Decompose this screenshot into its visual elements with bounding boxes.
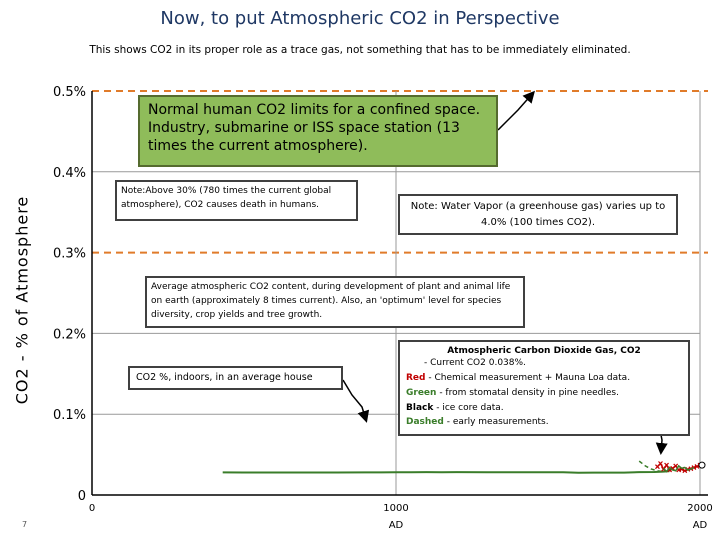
legend-text-black: - ice core data. bbox=[433, 402, 504, 413]
x-tick-label: 0 bbox=[89, 503, 95, 514]
y-tick-label: 0 bbox=[78, 489, 86, 504]
confined-space-limit-box: Normal human CO2 limits for a confined s… bbox=[138, 95, 498, 167]
legend-entry-red: Red - Chemical measurement + Mauna Loa d… bbox=[406, 371, 682, 386]
legend-label-black: Black bbox=[406, 402, 434, 413]
series-line-black bbox=[222, 470, 670, 474]
page-subtitle: This shows CO2 in its proper role as a t… bbox=[89, 44, 631, 56]
legend-text-red: - Chemical measurement + Mauna Loa data. bbox=[425, 372, 631, 383]
legend-label-dashed: Dashed bbox=[406, 417, 444, 428]
legend-label-green: Green bbox=[406, 387, 437, 398]
x-tick-sublabel: AD bbox=[389, 520, 404, 531]
y-tick-label: 0.3% bbox=[53, 247, 86, 262]
series-line-green bbox=[662, 464, 695, 473]
legend-label-red: Red bbox=[406, 372, 426, 383]
legend-entry-black: Black - ice core data. bbox=[406, 401, 682, 416]
note-indoors-co2: CO2 %, indoors, in an average house bbox=[128, 366, 343, 390]
data-point-red bbox=[658, 461, 663, 466]
note-water-vapor: Note: Water Vapor (a greenhouse gas) var… bbox=[398, 194, 678, 235]
chart-legend: Atmospheric Carbon Dioxide Gas, CO2 - Cu… bbox=[398, 340, 690, 436]
y-tick-label: 0.4% bbox=[53, 166, 86, 181]
x-tick-label: 2000 bbox=[687, 503, 712, 514]
y-tick-label: 0.5% bbox=[53, 85, 86, 100]
x-tick-sublabel: AD bbox=[693, 520, 708, 531]
data-point-red bbox=[664, 462, 669, 468]
x-tick-label: 1000 bbox=[383, 503, 408, 514]
current-co2-marker bbox=[698, 461, 706, 469]
note-death-threshold: Note:Above 30% (780 times the current gl… bbox=[115, 180, 358, 221]
y-tick-label: 0.1% bbox=[53, 408, 86, 423]
data-point-red bbox=[694, 463, 700, 469]
note-average-co2: Average atmospheric CO2 content, during … bbox=[145, 276, 525, 328]
arrow-indoors bbox=[342, 379, 370, 423]
legend-current: - Current CO2 0.038%. bbox=[424, 358, 526, 368]
y-tick-label: 0.2% bbox=[53, 327, 86, 342]
legend-text-green: - from stomatal density in pine needles. bbox=[436, 387, 619, 398]
legend-title: Atmospheric Carbon Dioxide Gas, CO2 bbox=[447, 346, 641, 356]
arrow-confined-space bbox=[497, 90, 535, 131]
legend-entry-green: Green - from stomatal density in pine ne… bbox=[406, 386, 682, 401]
page-title: Now, to put Atmospheric CO2 in Perspecti… bbox=[160, 8, 560, 29]
legend-entry-dashed: Dashed - early measurements. bbox=[406, 415, 682, 430]
series-line-dashed bbox=[638, 460, 664, 473]
slide-number: 7 bbox=[22, 520, 28, 529]
legend-text-dashed: - early measurements. bbox=[443, 417, 549, 428]
